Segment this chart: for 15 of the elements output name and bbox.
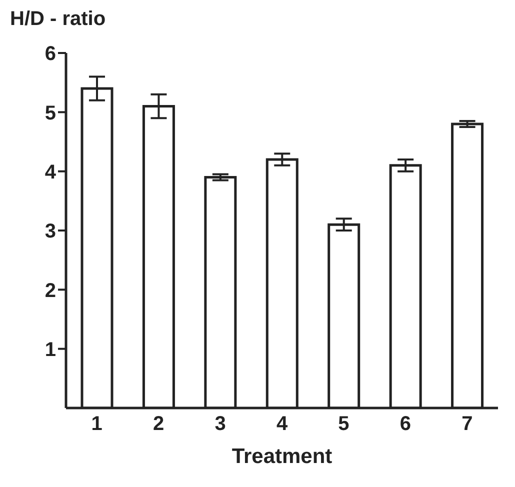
y-axis-title: H/D - ratio [10,8,106,31]
y-tick-label: 1 [44,338,56,361]
x-tick-label: 5 [338,413,350,436]
x-tick-label: 1 [91,413,102,436]
x-axis-title: Treatment [232,445,332,468]
y-tick-label: 2 [44,280,56,302]
x-tick-label: 6 [400,413,411,436]
x-tick-label: 4 [276,413,288,436]
y-tick-label: 6 [44,43,56,66]
x-tick-label: 7 [462,413,473,436]
x-tick-label: 2 [153,413,164,436]
x-tick-label: 3 [214,413,226,436]
y-tick-label: 5 [44,102,56,124]
y-tick-label: 4 [44,161,57,184]
y-tick-label: 3 [44,220,56,243]
